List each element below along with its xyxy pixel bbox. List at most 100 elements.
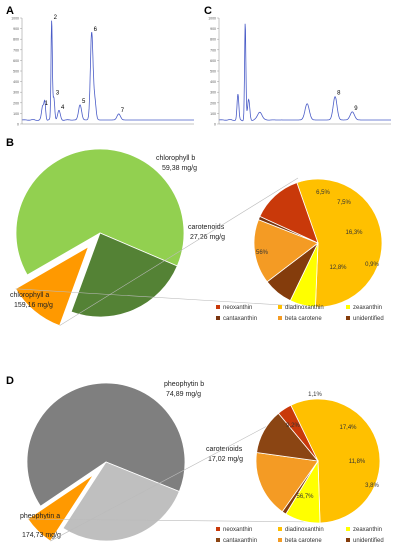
y-tick-label: 800 <box>210 38 216 42</box>
slice-label-beta-carotene: 17,4% <box>339 425 357 431</box>
legend-swatch-cantaxanthin <box>216 538 220 542</box>
value-carotenoids: 27,26 mg/g <box>190 234 225 241</box>
y-tick-label: 100 <box>13 112 19 116</box>
value-pheophytin-a: 174,73 mg/g <box>22 532 61 539</box>
y-tick-label: 400 <box>210 80 216 84</box>
pie-slice-diadinoxanthin <box>296 178 383 308</box>
peak-label: 4 <box>61 105 65 111</box>
legend-label-unidentified: unidentified <box>353 316 384 322</box>
pie-d-main: pheophytin b 74,89 mg/g carotenoids 17,02 m… <box>20 381 243 542</box>
label-pheophytin-b: pheophytin b <box>164 381 204 388</box>
y-tick-label: 700 <box>210 48 216 52</box>
y-tick-label: 0 <box>17 123 19 127</box>
value-chlorophyll-b: 59,38 mg/g <box>162 165 197 172</box>
pie-b-carotenoids: 56% 6,5% 7,5% 16,3% 0,9% 12,8% neoxanthin diadi… <box>15 177 384 326</box>
label-carotenoids: carotenoids <box>188 224 225 231</box>
pie-slice-pheophytin-b <box>62 461 180 542</box>
y-tick-label: 800 <box>13 38 19 42</box>
legend-label-cantaxanthin: cantaxanthin <box>223 316 257 322</box>
legend-label-diadinoxanthin: diadinoxanthin <box>285 305 324 311</box>
connector-line-bottom <box>15 288 299 307</box>
pie-slice-diadinoxanthin <box>290 398 381 524</box>
pie-slice-beta-carotene <box>253 219 319 283</box>
value-chlorophyll-a: 159,16 mg/g <box>14 302 53 309</box>
connector-line-bottom <box>27 518 319 523</box>
peak-label: 8 <box>337 91 341 97</box>
slice-label-unidentified: 7,5% <box>337 200 351 206</box>
slice-label-cantaxanthin: 11,8% <box>349 459 366 465</box>
y-tick-label: 300 <box>13 91 19 95</box>
slice-label-beta-carotene: 16,3% <box>345 230 363 236</box>
legend-swatch-diadinoxanthin <box>278 527 282 531</box>
trace-line <box>21 20 194 121</box>
legend-swatch-beta-carotene <box>278 316 282 320</box>
pie-d-carotenoids: 56,7% 9,2% 1,1% 17,4% 11,8% 3,8% neoxanthin dia… <box>27 392 384 544</box>
legend-label-diadinoxanthin: diadinoxanthin <box>285 527 324 533</box>
peak-label: 1 <box>45 101 49 107</box>
value-pheophytin-b: 74,89 mg/g <box>166 391 201 398</box>
peak-label: 2 <box>54 15 58 21</box>
peak-label: 7 <box>121 108 125 114</box>
legend-swatch-cantaxanthin <box>216 316 220 320</box>
panel-label-c: C <box>204 5 212 17</box>
legend-label-beta-carotene: beta carotene <box>285 538 322 544</box>
y-tick-label: 300 <box>210 91 216 95</box>
legend-label-neoxanthin: neoxanthin <box>223 527 252 533</box>
y-tick-label: 600 <box>210 59 216 63</box>
pie-slice-neoxanthin <box>277 404 319 462</box>
panel-label-b: B <box>6 137 14 149</box>
peak-label: 3 <box>56 91 60 97</box>
peak-label: 6 <box>94 27 98 33</box>
slice-label-neoxanthin: 12,8% <box>329 265 347 271</box>
connector-line-top <box>59 177 299 326</box>
y-tick-label: 1000 <box>208 17 216 21</box>
peak-label: 5 <box>82 99 86 105</box>
value-carotenoids: 17,02 mg/g <box>208 456 243 463</box>
slice-label-cantaxanthin: 0,9% <box>365 262 379 268</box>
peak-label: 9 <box>354 106 358 112</box>
pie-slice-chlorophyll-a <box>15 148 185 276</box>
legend-label-zeaxanthin: zeaxanthin <box>353 305 382 311</box>
label-pheophytin-a: pheophytin a <box>20 513 60 520</box>
pie-slice-chlorophyll-b <box>70 232 178 318</box>
label-carotenoids: carotenoids <box>206 446 243 453</box>
legend-swatch-beta-carotene <box>278 538 282 542</box>
slice-label-diadinoxanthin: 56,7% <box>296 494 314 500</box>
y-tick-label: 200 <box>13 101 19 105</box>
legend-label-unidentified: unidentified <box>353 538 384 544</box>
y-tick-label: 700 <box>13 48 19 52</box>
legend-label-zeaxanthin: zeaxanthin <box>353 527 382 533</box>
y-tick-label: 500 <box>13 70 19 74</box>
label-chlorophyll-a: chlorophyll a <box>10 292 49 299</box>
pie-slice-beta-carotene <box>255 452 319 513</box>
label-chlorophyll-b: chlorophyll b <box>156 155 195 162</box>
legend-swatch-unidentified <box>346 538 350 542</box>
y-tick-label: 100 <box>210 112 216 116</box>
legend-swatch-neoxanthin <box>216 305 220 309</box>
legend-swatch-neoxanthin <box>216 527 220 531</box>
legend-swatch-zeaxanthin <box>346 305 350 309</box>
pie-slice-neoxanthin <box>259 182 319 244</box>
slice-label-zeaxanthin: 9,2% <box>286 423 300 429</box>
y-tick-label: 200 <box>210 101 216 105</box>
y-tick-label: 900 <box>13 27 19 31</box>
legend-label-beta-carotene: beta carotene <box>285 316 322 322</box>
pie-slice-pheophytin-a <box>26 382 186 507</box>
slice-label-neoxanthin: 3,8% <box>365 483 379 489</box>
y-tick-label: 900 <box>210 27 216 31</box>
trace-line <box>218 23 391 122</box>
pie-b-main: chlorophyll b 59,38 mg/g carotenoids 27,26 … <box>10 148 225 327</box>
y-tick-label: 0 <box>214 123 216 127</box>
panel-label-a: A <box>6 5 14 17</box>
y-tick-label: 500 <box>210 70 216 74</box>
slice-label-diadinoxanthin: 56% <box>256 250 269 256</box>
legend-swatch-unidentified <box>346 316 350 320</box>
panel-label-d: D <box>6 375 14 387</box>
slice-label-zeaxanthin: 6,5% <box>316 190 330 196</box>
legend-swatch-zeaxanthin <box>346 527 350 531</box>
y-tick-label: 1000 <box>11 17 19 21</box>
y-tick-label: 400 <box>13 80 19 84</box>
